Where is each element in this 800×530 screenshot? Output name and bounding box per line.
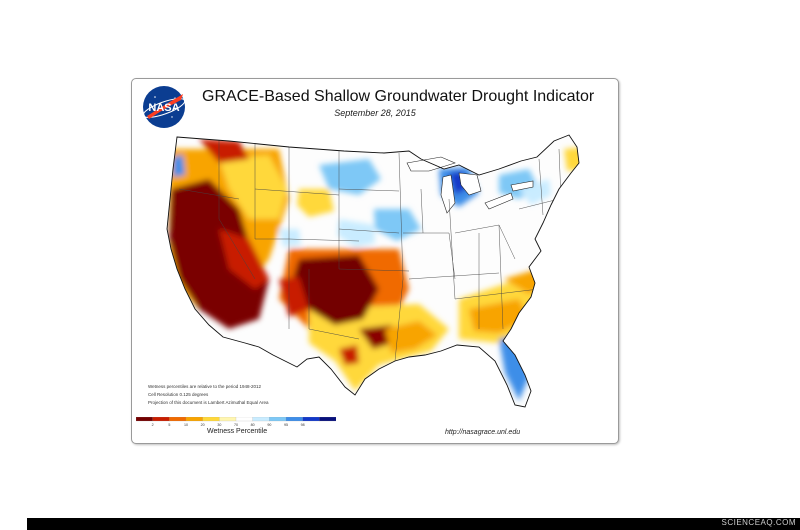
legend-swatch (319, 417, 336, 422)
source-url[interactable]: http://nasagrace.unl.edu (445, 429, 521, 436)
legend-swatch (185, 417, 204, 422)
map-date: September 28, 2015 (334, 108, 416, 118)
legend-tick-label: 80 (251, 423, 255, 427)
legend-title: Wetness Percentile (207, 428, 268, 435)
legend-swatch (269, 417, 287, 422)
legend-swatch (202, 417, 220, 422)
legend-swatch (219, 417, 237, 422)
us-drought-map (166, 134, 580, 408)
legend-tick-label: 2 (152, 423, 154, 427)
legend-tick-label: 20 (201, 423, 205, 427)
nasa-logo-text: NASA (148, 102, 179, 114)
legend-swatch (235, 417, 254, 422)
nasa-logo: NASA (142, 86, 186, 128)
wetness-legend: 2 5 10 20 30 70 80 90 95 98 (136, 417, 336, 427)
legend-swatch (302, 417, 320, 422)
drought-fill (167, 135, 579, 407)
legend-tick-label: 98 (301, 423, 305, 427)
legend-tick-label: 5 (168, 423, 170, 427)
map-title: GRACE-Based Shallow Groundwater Drought … (202, 88, 595, 105)
legend-tick-label: 70 (234, 423, 238, 427)
legend-tick-label: 10 (184, 423, 188, 427)
map-card: NASA GRACE-Based Shallow Groundwater Dro… (131, 78, 619, 444)
note-percentile-period: Wetness percentiles are relative to the … (148, 384, 261, 389)
footer-bar (27, 518, 800, 530)
legend-tick-label: 90 (267, 423, 271, 427)
state-boundaries (178, 139, 562, 362)
legend-swatch (252, 417, 270, 422)
legend-tick-label: 95 (284, 423, 288, 427)
note-cell-resolution: Cell Resolution 0.125 degrees (148, 392, 209, 397)
legend-swatch (136, 417, 154, 422)
legend-swatch (169, 417, 187, 422)
us-outline (166, 134, 580, 408)
legend-tick-label: 30 (217, 423, 221, 427)
watermark: SCIENCEAQ.COM (721, 518, 796, 527)
note-projection: Projection of this document is Lambert A… (148, 400, 269, 405)
legend-swatch (285, 417, 304, 422)
legend-swatch (152, 417, 170, 422)
great-lakes (406, 156, 534, 214)
